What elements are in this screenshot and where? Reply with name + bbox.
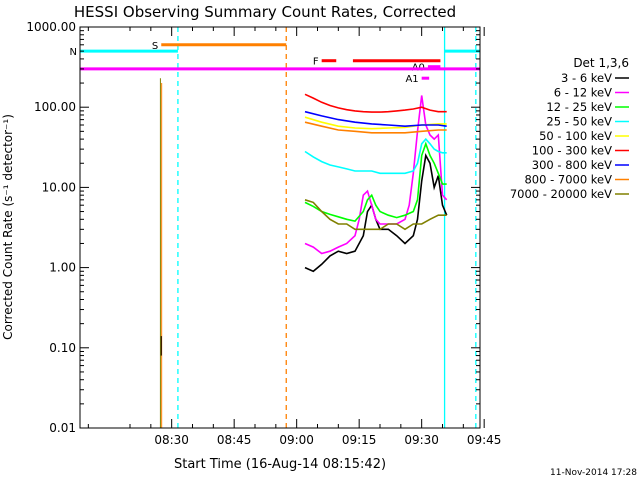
x-tick-label-3: 09:15	[342, 433, 377, 447]
y-tick-label-0: 0.01	[49, 421, 76, 435]
chart-title: HESSI Observing Summary Count Rates, Cor…	[74, 3, 456, 21]
legend-label-0: 3 - 6 keV	[561, 71, 612, 85]
x-tick-label-1: 08:45	[217, 433, 252, 447]
legend-label-8: 7000 - 20000 keV	[510, 187, 612, 201]
series-line-2	[304, 141, 447, 222]
flag-label-3: F	[313, 57, 319, 68]
x-axis-label: Start Time (16-Aug-14 08:15:42)	[174, 457, 386, 472]
legend-label-2: 12 - 25 keV	[546, 100, 612, 114]
series-line-3	[304, 137, 447, 175]
legend-label-7: 800 - 7000 keV	[524, 173, 612, 187]
series-line-6	[304, 110, 447, 128]
y-axis-label: Corrected Count Rate (s⁻¹ detector⁻¹)	[1, 114, 15, 340]
x-tick-label-0: 08:30	[154, 433, 189, 447]
y-tick-label-5: 1000.00	[26, 20, 76, 34]
y-tick-label-1: 0.10	[49, 341, 76, 355]
y-tick-label-3: 10.00	[42, 180, 76, 194]
flag-label-0: S	[152, 41, 158, 52]
series-line-1	[304, 95, 448, 255]
x-tick-label-5: 09:45	[467, 433, 502, 447]
axes: 0.01 0.10 1.00 10.00 100.00 1000.00 08:30 08:45…	[26, 20, 501, 447]
date-stamp: 11-Nov-2014 17:28	[550, 468, 637, 478]
legend-label-1: 6 - 12 keV	[554, 86, 612, 100]
y-tick-label-2: 1.00	[49, 261, 76, 275]
y-tick-label-4: 100.00	[34, 100, 76, 114]
legend-label-4: 50 - 100 keV	[539, 129, 612, 143]
series-line-7	[304, 121, 447, 134]
legend-title: Det 1,3,6	[573, 56, 629, 70]
plot-frame	[79, 26, 481, 429]
x-tick-label-4: 09:30	[404, 433, 439, 447]
legend-label-5: 100 - 300 keV	[532, 144, 612, 158]
x-tick-label-2: 09:00	[279, 433, 314, 447]
plot-area: SNFA0A1	[70, 27, 480, 428]
flag-label-6: A1	[405, 74, 418, 85]
series-line-0	[304, 153, 448, 273]
legend-label-3: 25 - 50 keV	[546, 115, 612, 129]
series-line-8	[304, 199, 447, 231]
flag-label-1: N	[70, 47, 77, 58]
legend-label-6: 300 - 800 keV	[532, 158, 612, 172]
series-line-5	[304, 93, 447, 113]
